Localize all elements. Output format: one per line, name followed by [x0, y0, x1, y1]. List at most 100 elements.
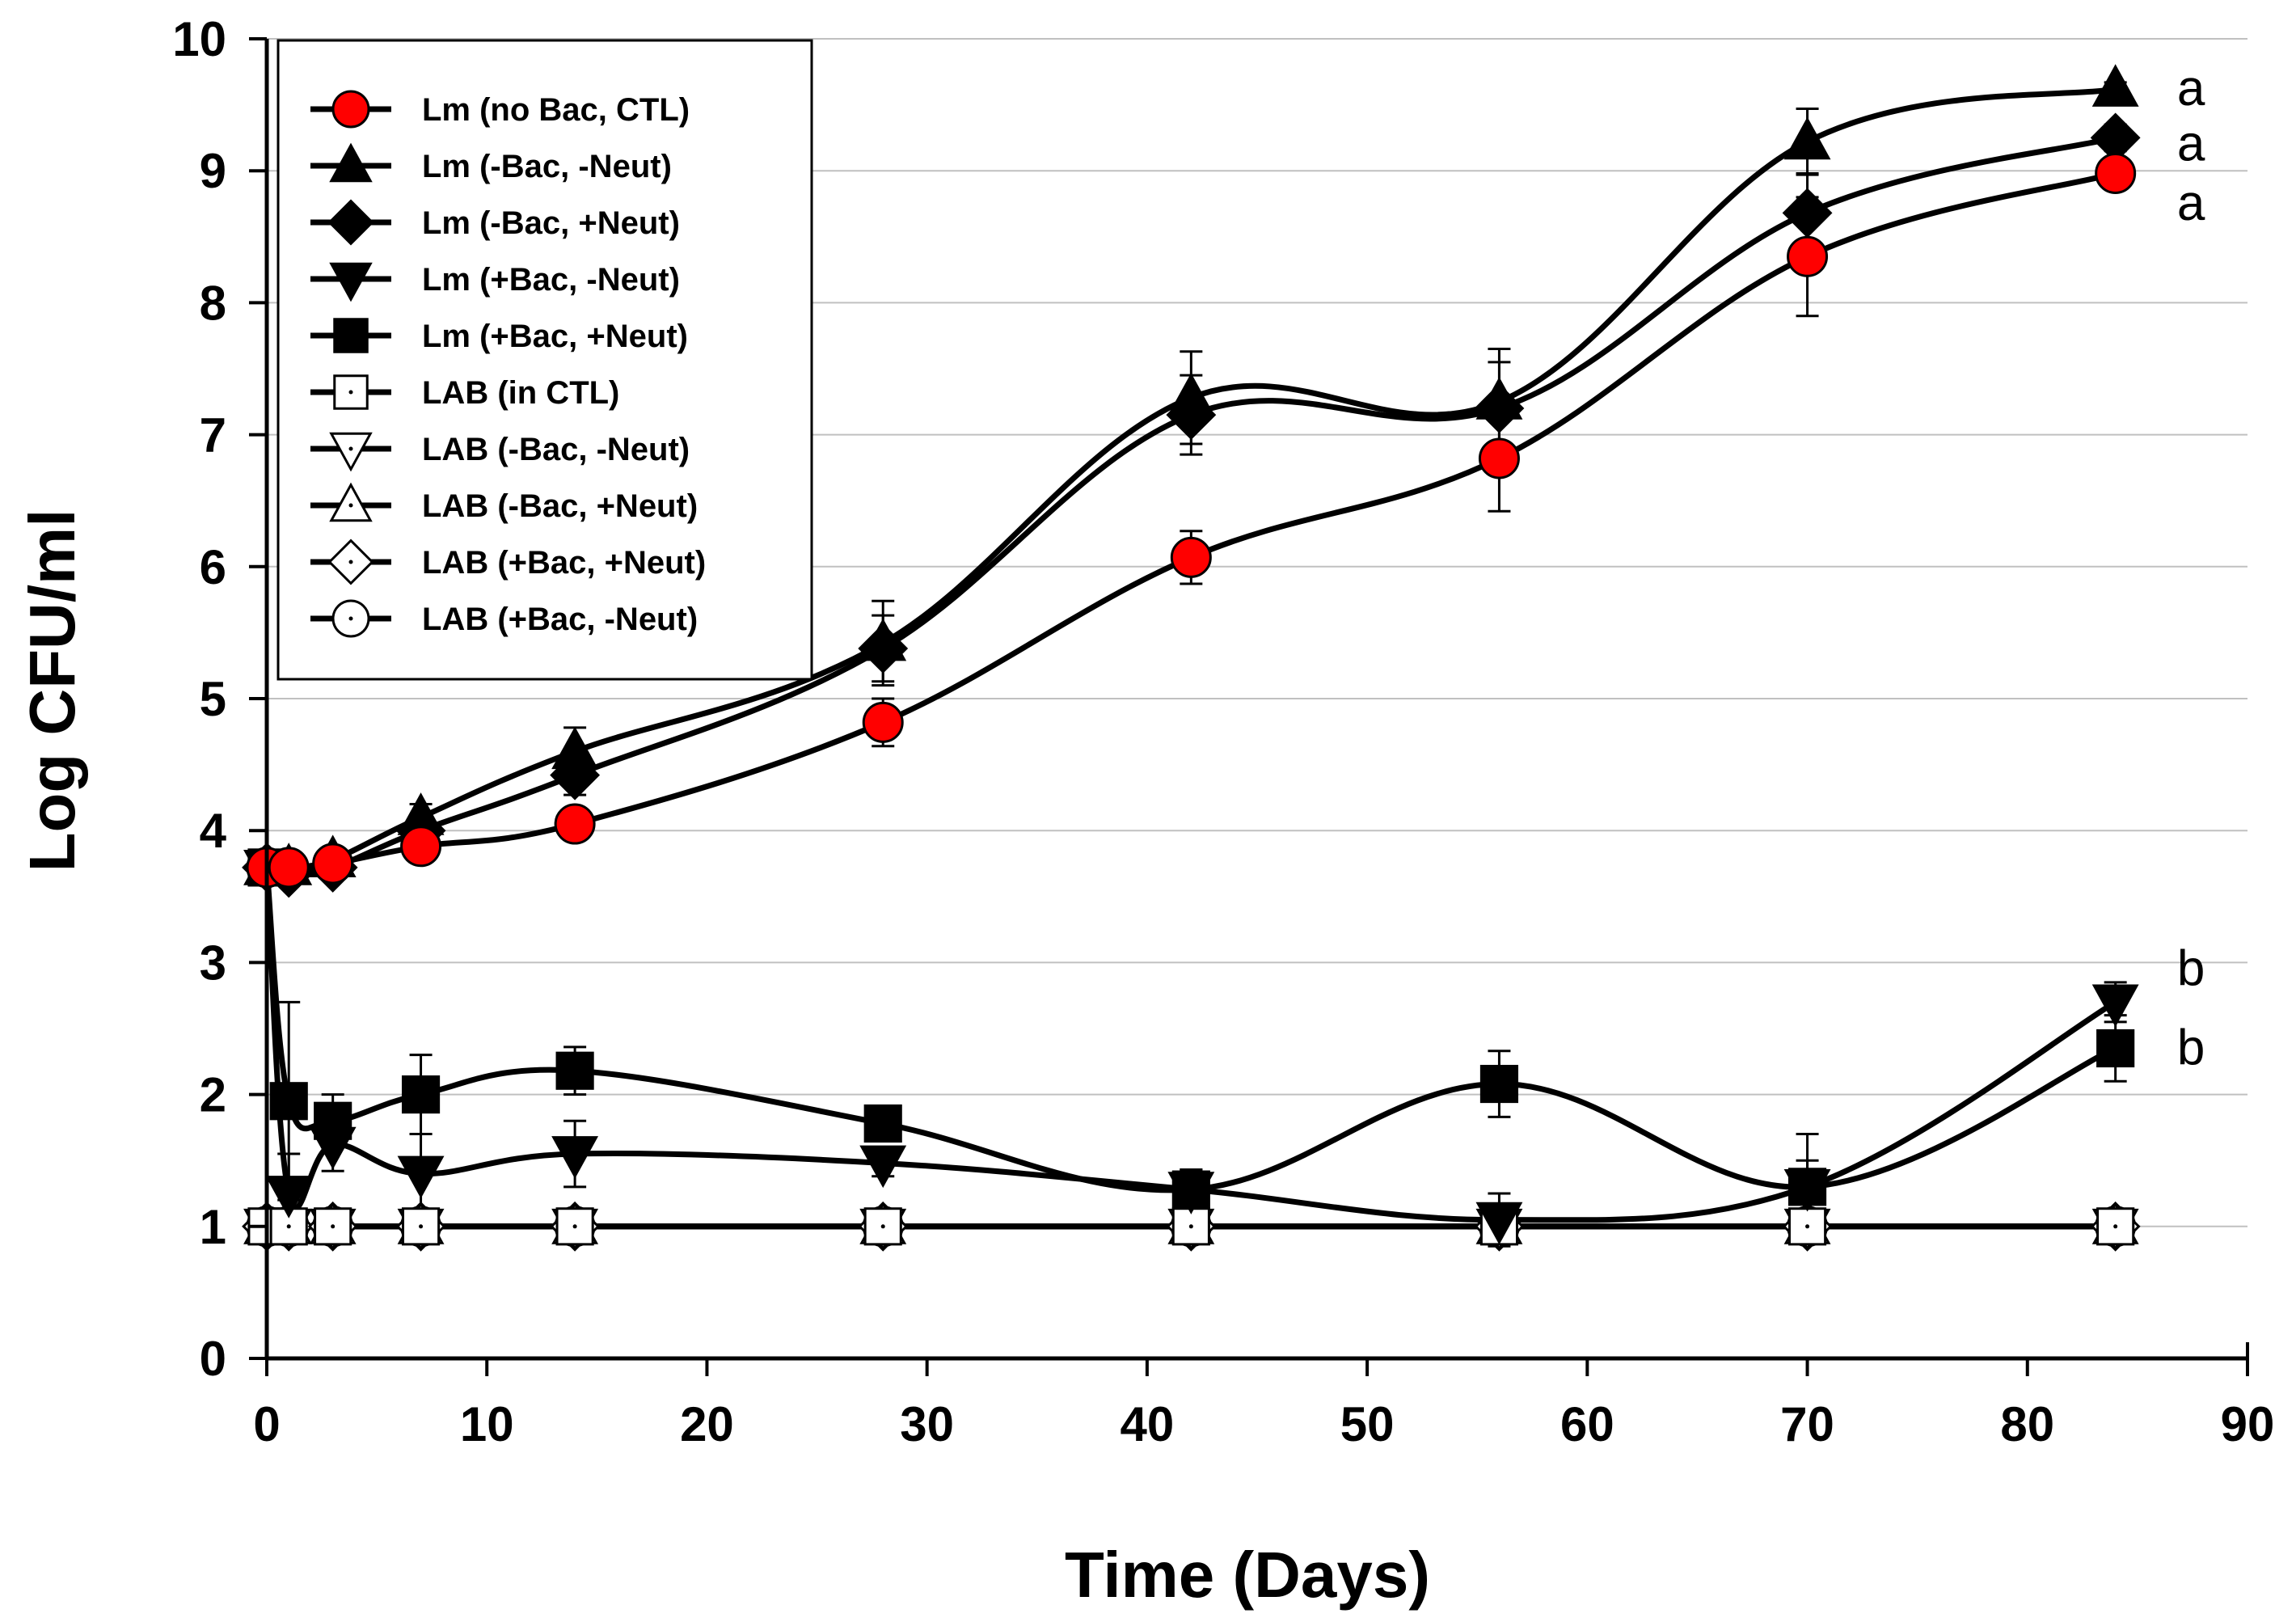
legend-label: Lm (-Bac, -Neut): [422, 149, 672, 184]
series-4-point: [269, 1082, 308, 1121]
legend-label: Lm (+Bac, -Neut): [422, 262, 680, 298]
y-tick-label: 6: [200, 540, 226, 594]
y-tick-label: 0: [200, 1332, 226, 1386]
series-3-point: [309, 1126, 357, 1170]
legend-item: LAB (+Bac, +Neut): [310, 539, 706, 585]
data-markers: [242, 64, 2141, 1252]
series-line-0: [266, 171, 2117, 871]
y-tick-label: 5: [200, 672, 226, 726]
series-4-point: [555, 1051, 594, 1090]
series-0-point: [862, 701, 904, 743]
legend-item: Lm (-Bac, -Neut): [310, 142, 672, 184]
series-5-point-center-dot: [572, 1224, 577, 1229]
series-0-point: [312, 843, 354, 885]
legend-marker: [333, 374, 369, 410]
y-tick-label: 7: [200, 408, 226, 463]
series-4-point: [1479, 1064, 1519, 1104]
x-tick-label: 40: [1121, 1397, 1175, 1451]
series-3-point: [1167, 1172, 1215, 1214]
legend-box: [276, 39, 813, 681]
series-0-point: [1787, 235, 1829, 277]
y-tick-label: 10: [172, 12, 226, 66]
x-tick-label: 60: [1560, 1397, 1614, 1451]
series-1-point: [2091, 64, 2139, 107]
series-5-point-center-dot: [331, 1224, 336, 1229]
legend-marker: [327, 199, 374, 246]
significance-letter: b: [2177, 941, 2205, 997]
significance-letter: a: [2177, 175, 2205, 231]
legend-label: LAB (-Bac, +Neut): [422, 488, 698, 524]
series-3-point: [397, 1155, 445, 1199]
legend-marker: [329, 432, 373, 472]
legend-label: LAB (+Bac, +Neut): [422, 545, 706, 581]
series-4-point: [2096, 1029, 2135, 1068]
legend-item: LAB (-Bac, +Neut): [310, 482, 698, 524]
series-3-point: [265, 1176, 313, 1219]
series-0-point: [554, 803, 596, 845]
series-3-point: [551, 1136, 599, 1179]
significance-letter: b: [2177, 1020, 2205, 1075]
significance-letter: a: [2177, 61, 2205, 116]
axes: [249, 37, 2249, 1376]
series-0-point: [2095, 152, 2137, 194]
series-3-point: [2091, 984, 2139, 1028]
series-4-point: [863, 1104, 902, 1143]
x-tick-label: 50: [1340, 1397, 1395, 1451]
legend-marker-center-dot: [348, 390, 353, 395]
x-tick-label: 10: [460, 1397, 514, 1451]
y-tick-label: 3: [200, 936, 226, 990]
series-0-point: [1478, 437, 1520, 479]
series-3-point: [1475, 1202, 1523, 1245]
legend-item: Lm (no Bac, CTL): [310, 90, 690, 129]
series-0-point: [400, 826, 442, 868]
series-1-point: [1167, 373, 1215, 416]
series-3-point: [859, 1145, 907, 1189]
tick-labels: 0 10 20 30 40 50 60 70 80 90 0 1 2 3 4 5 6 7 8 9 10: [172, 12, 2274, 1451]
legend-marker: [331, 90, 370, 129]
legend-marker: [329, 262, 373, 302]
legend-marker: [333, 318, 369, 353]
series-5-point-center-dot: [2113, 1224, 2118, 1229]
y-tick-label: 8: [200, 276, 226, 330]
legend: Lm (no Bac, CTL) Lm (-Bac, -Neut) Lm (-Bac…: [276, 39, 813, 681]
x-tick-label: 20: [680, 1397, 734, 1451]
series-1-point: [859, 618, 907, 661]
legend-item: Lm (+Bac, +Neut): [310, 318, 688, 354]
legend-label: Lm (no Bac, CTL): [422, 92, 690, 128]
series-1-point: [1475, 377, 1523, 420]
y-axis-title: Log CFU/ml: [16, 509, 88, 872]
legend-item: LAB (in CTL): [310, 374, 619, 411]
series-0-point: [268, 847, 310, 889]
legend-label: LAB (in CTL): [422, 375, 619, 411]
legend-item: Lm (-Bac, +Neut): [310, 199, 680, 246]
legend-label: LAB (-Bac, -Neut): [422, 432, 690, 467]
x-tick-label: 80: [2000, 1397, 2054, 1451]
series-0-point: [1170, 536, 1212, 578]
significance-letter: a: [2177, 116, 2205, 172]
series-5-point-center-dot: [419, 1224, 424, 1229]
legend-item: LAB (-Bac, -Neut): [310, 432, 690, 472]
y-tick-label: 2: [200, 1068, 226, 1122]
legend-label: LAB (+Bac, -Neut): [422, 602, 698, 637]
legend-label: Lm (+Bac, +Neut): [422, 319, 688, 354]
x-tick-label: 30: [900, 1397, 954, 1451]
series-4-point: [401, 1075, 441, 1114]
series-5-point-center-dot: [286, 1224, 291, 1229]
legend-marker: [329, 482, 373, 522]
series-5-point: [555, 1207, 594, 1246]
legend-item: LAB (+Bac, -Neut): [310, 599, 698, 638]
legend-marker-center-dot: [348, 616, 353, 621]
y-tick-label: 1: [200, 1200, 226, 1254]
x-tick-label: 70: [1780, 1397, 1834, 1451]
legend-marker: [329, 142, 373, 183]
legend-marker-center-dot: [348, 503, 353, 508]
legend-marker-center-dot: [348, 446, 353, 451]
x-axis-title: Time (Days): [1065, 1539, 1430, 1611]
legend-marker-center-dot: [348, 560, 353, 564]
series-5-point-center-dot: [1188, 1224, 1193, 1229]
y-tick-label: 9: [200, 144, 226, 198]
series-line-2: [265, 134, 2117, 876]
series-5-point-center-dot: [880, 1224, 885, 1229]
